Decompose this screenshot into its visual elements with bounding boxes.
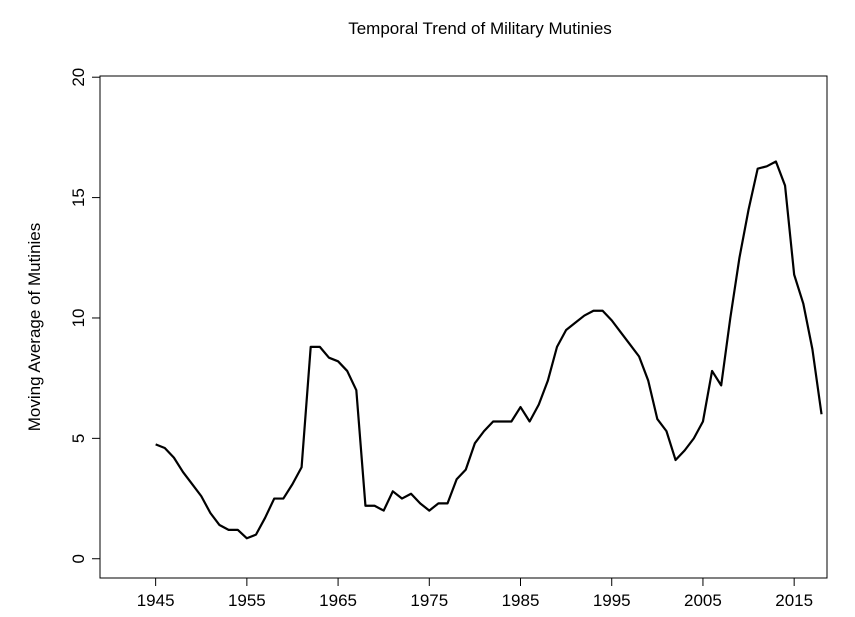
line xyxy=(155,160,823,540)
plot-frame xyxy=(99,75,828,579)
x-tick-label: 1965 xyxy=(319,591,357,610)
x-tick-label: 1985 xyxy=(502,591,540,610)
y-tick-label: 0 xyxy=(69,554,88,563)
x-tick-label: 1945 xyxy=(137,591,175,610)
y-axis-label: Moving Average of Mutinies xyxy=(25,223,44,432)
x-tick-label: 2005 xyxy=(684,591,722,610)
y-tick-label: 15 xyxy=(69,188,88,207)
x-tick-label: 1975 xyxy=(410,591,448,610)
x-tick-label: 2015 xyxy=(775,591,813,610)
y-tick-label: 10 xyxy=(69,309,88,328)
x-tick-label: 1995 xyxy=(593,591,631,610)
y-tick-label: 20 xyxy=(69,68,88,87)
chart-title: Temporal Trend of Military Mutinies xyxy=(348,19,612,38)
y-tick-label: 5 xyxy=(69,434,88,443)
x-tick-label: 1955 xyxy=(228,591,266,610)
